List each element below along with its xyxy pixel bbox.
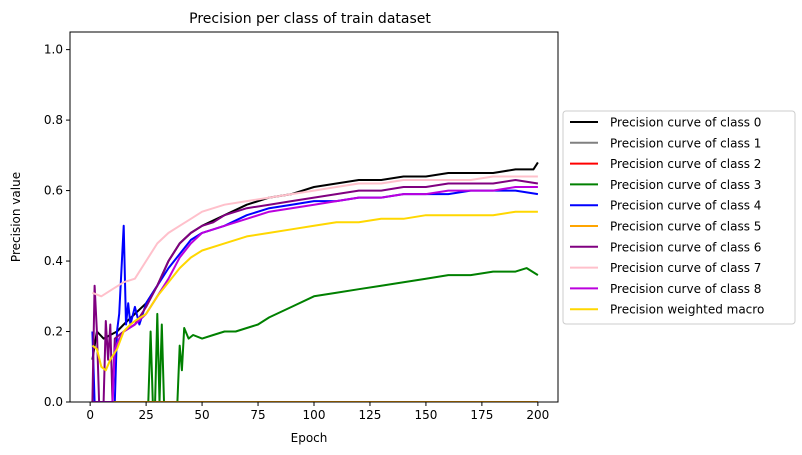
x-tick-label: 50: [194, 408, 209, 422]
y-tick-label: 0.4: [44, 254, 63, 268]
legend-label-8: Precision curve of class 8: [610, 282, 761, 296]
legend: Precision curve of class 0 Precision curv…: [562, 110, 796, 325]
legend-label-1: Precision curve of class 1: [610, 136, 761, 150]
x-tick-label: 0: [86, 408, 94, 422]
plot-frame: [69, 31, 559, 403]
y-tick-label: 1.0: [44, 43, 63, 57]
legend-label-6: Precision curve of class 6: [610, 240, 761, 254]
legend-label-0: Precision curve of class 0: [610, 116, 761, 130]
legend-label-3: Precision curve of class 3: [610, 178, 761, 192]
series-layer: [91, 161, 539, 402]
x-tick-label: 125: [359, 408, 382, 422]
series-line-0: [91, 161, 539, 360]
series-line-3: [92, 267, 539, 402]
legend-frame: [562, 110, 796, 325]
y-tick-label: 0.6: [44, 184, 63, 198]
y-axis: 0.0 0.2 0.4 0.6 0.8 1.0: [44, 43, 70, 409]
series-line-7: [92, 175, 538, 298]
legend-label-4: Precision curve of class 4: [610, 199, 761, 213]
x-tick-label: 25: [138, 408, 153, 422]
series-line-6: [91, 179, 539, 402]
series-line-9: [91, 210, 538, 372]
legend-label-5: Precision curve of class 5: [610, 220, 761, 234]
legend-label-7: Precision curve of class 7: [610, 261, 761, 275]
series-line-8: [92, 186, 538, 402]
x-tick-label: 75: [250, 408, 265, 422]
y-tick-label: 0.8: [44, 113, 63, 127]
legend-label-2: Precision curve of class 2: [610, 157, 761, 171]
y-axis-label: Precision value: [9, 172, 23, 262]
x-tick-label: 100: [303, 408, 326, 422]
legend-label-9: Precision weighted macro: [610, 303, 764, 317]
x-axis: 0 25 50 75 100 125 150 175 200: [86, 402, 549, 422]
chart-title: Precision per class of train dataset: [189, 11, 431, 27]
x-tick-label: 200: [526, 408, 549, 422]
y-tick-label: 0.2: [44, 325, 63, 339]
y-tick-label: 0.0: [44, 395, 63, 409]
x-axis-label: Epoch: [291, 431, 328, 445]
x-tick-label: 175: [470, 408, 493, 422]
x-tick-label: 150: [414, 408, 437, 422]
